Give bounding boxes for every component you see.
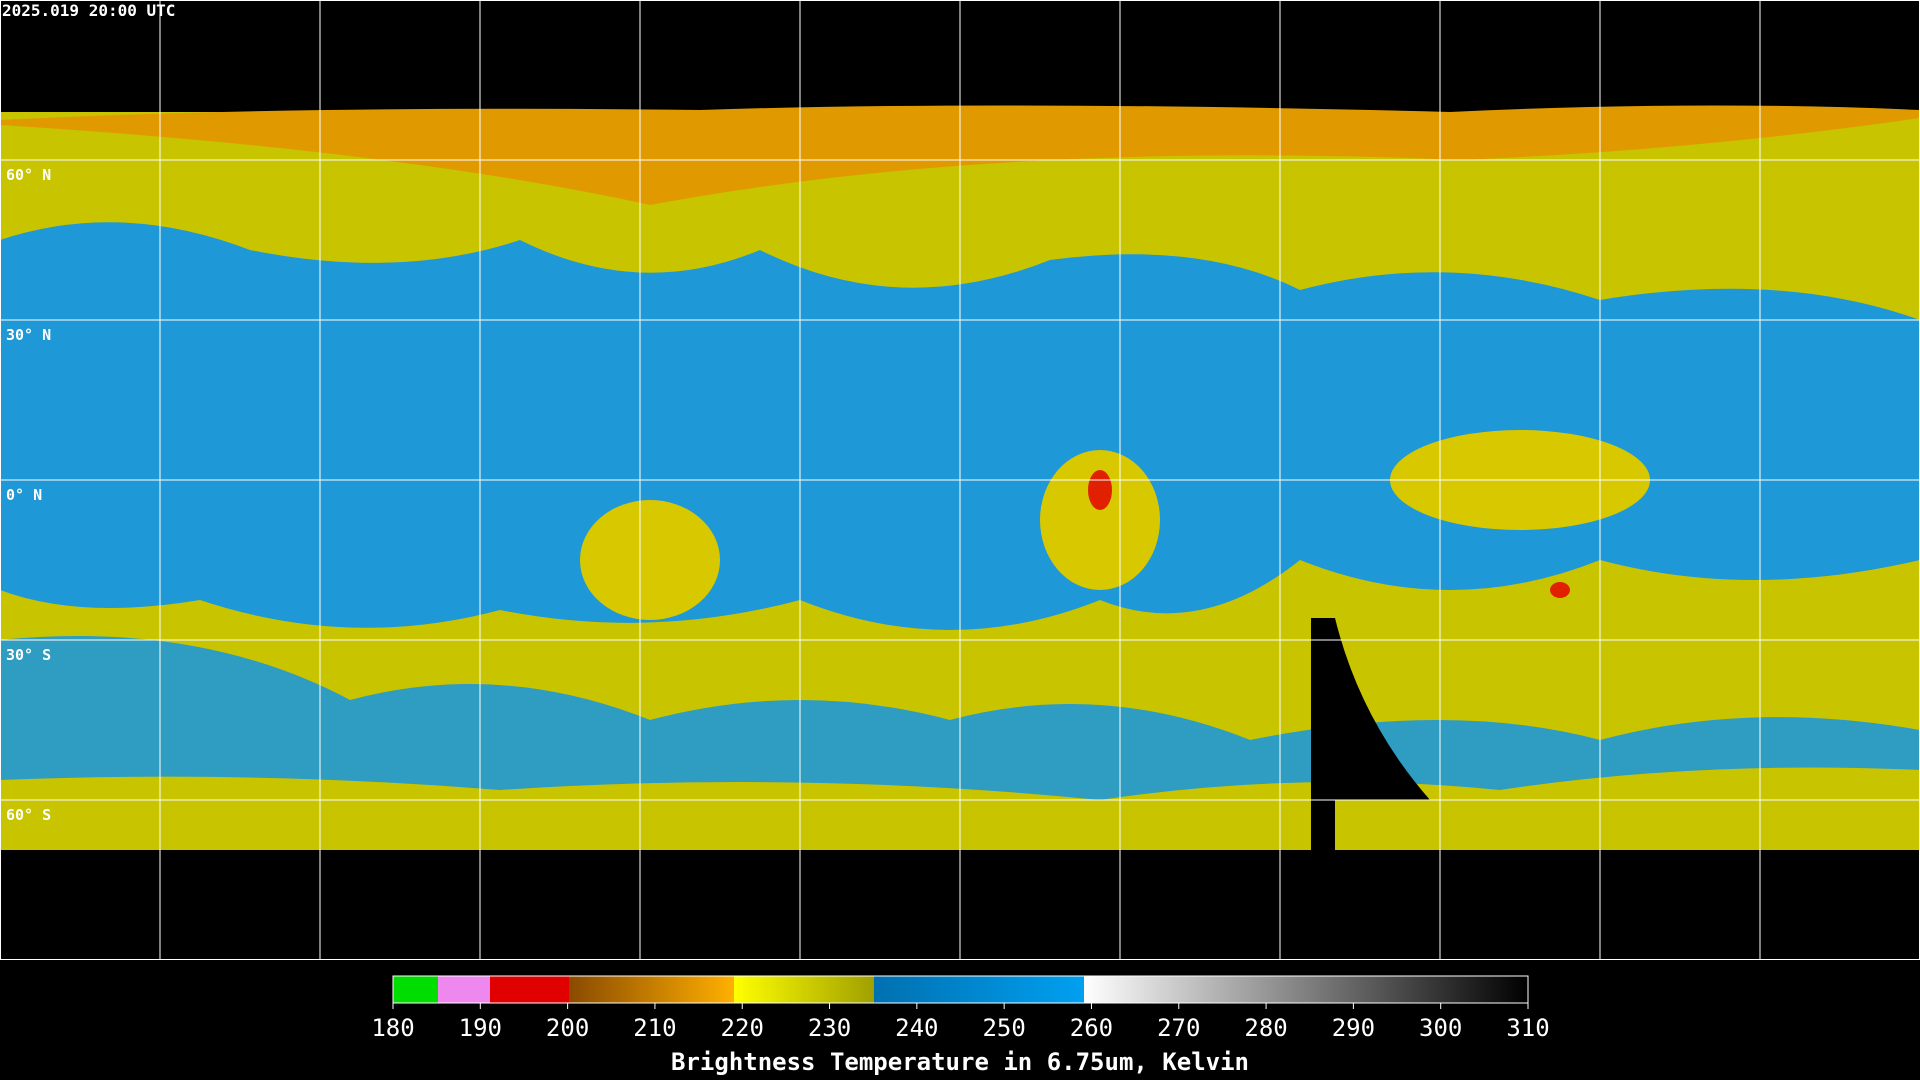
colorbar-tick-label: 280 <box>1244 1014 1287 1042</box>
colorbar-tick-label: 220 <box>721 1014 764 1042</box>
timestamp: 2025.019 20:00 UTC <box>2 1 175 20</box>
lat-label: 30° N <box>6 326 51 344</box>
colorbar-tick-label: 250 <box>982 1014 1025 1042</box>
colorbar-tick-label: 290 <box>1332 1014 1375 1042</box>
colorbar-tick-label: 270 <box>1157 1014 1200 1042</box>
colorbar <box>392 975 1529 1004</box>
lat-label: 60° N <box>6 166 51 184</box>
colorbar-tick-label: 200 <box>546 1014 589 1042</box>
colorbar-tick-label: 180 <box>371 1014 414 1042</box>
colorbar-tick-label: 310 <box>1506 1014 1549 1042</box>
lat-label: 60° S <box>6 806 51 824</box>
colorbar-tick-label: 230 <box>808 1014 851 1042</box>
colorbar-title: Brightness Temperature in 6.75um, Kelvin <box>671 1048 1249 1076</box>
colorbar-tick-label: 210 <box>633 1014 676 1042</box>
colorbar-tick-label: 190 <box>459 1014 502 1042</box>
colorbar-tick-label: 260 <box>1070 1014 1113 1042</box>
graticule <box>0 0 1920 960</box>
lat-label: 0° N <box>6 486 42 504</box>
colorbar-tick-label: 240 <box>895 1014 938 1042</box>
lat-label: 30° S <box>6 646 51 664</box>
colorbar-tick-label: 300 <box>1419 1014 1462 1042</box>
